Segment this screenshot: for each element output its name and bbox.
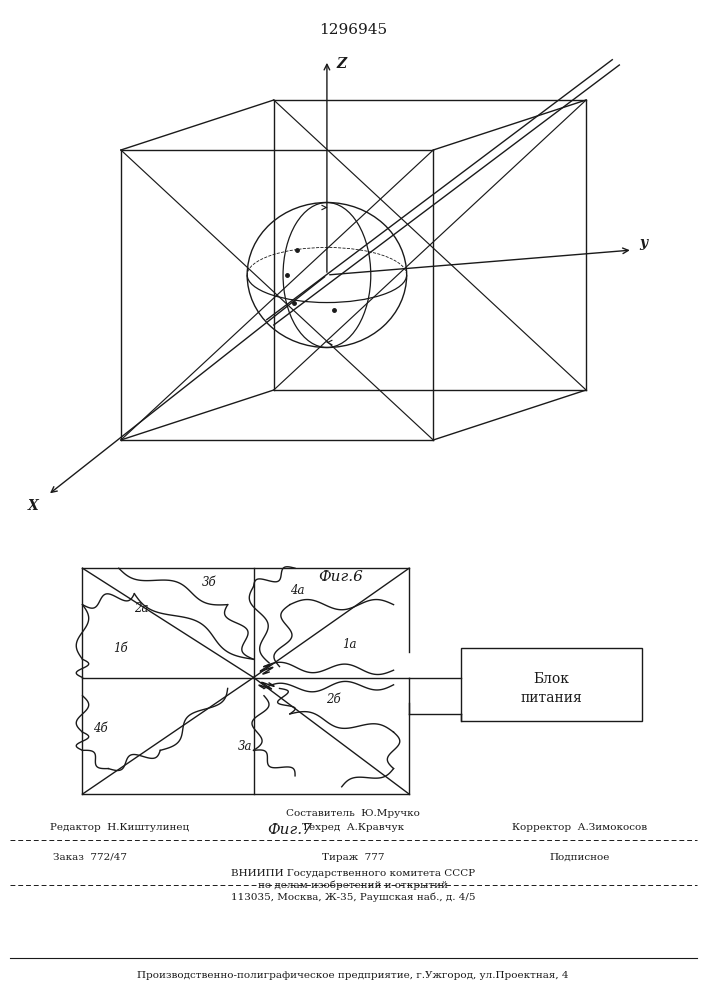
Text: 1б: 1б — [114, 642, 128, 655]
Text: 1296945: 1296945 — [320, 23, 387, 37]
Text: 2б: 2б — [326, 693, 341, 706]
Bar — [461, 648, 643, 721]
Text: Техред  А.Кравчук: Техред А.Кравчук — [302, 824, 404, 832]
Text: Блок: Блок — [534, 672, 570, 686]
Text: 113035, Москва, Ж-35, Раушская наб., д. 4/5: 113035, Москва, Ж-35, Раушская наб., д. … — [230, 892, 475, 902]
Text: 2a: 2a — [134, 602, 149, 615]
Text: по делам изобретений и открытий: по делам изобретений и открытий — [258, 880, 448, 890]
Text: Фиг.7: Фиг.7 — [267, 823, 312, 837]
Text: 4а: 4а — [290, 584, 305, 597]
Text: ВНИИПИ Государственного комитета СССР: ВНИИПИ Государственного комитета СССР — [231, 868, 475, 878]
Text: Подписное: Подписное — [550, 852, 610, 861]
Text: Фиг.6: Фиг.6 — [317, 570, 363, 584]
Text: X: X — [28, 499, 39, 513]
Text: 3а: 3а — [238, 740, 252, 753]
Text: y: y — [639, 236, 648, 250]
Text: Корректор  А.Зимокосов: Корректор А.Зимокосов — [513, 824, 648, 832]
Text: питания: питания — [521, 691, 583, 705]
Text: 3б: 3б — [201, 576, 216, 589]
Text: Редактор  Н.Киштулинец: Редактор Н.Киштулинец — [50, 824, 189, 832]
Text: Z: Z — [337, 56, 347, 70]
Text: 4б: 4б — [93, 722, 107, 735]
Text: 1а: 1а — [341, 638, 356, 651]
Text: Производственно-полиграфическое предприятие, г.Ужгород, ул.Проектная, 4: Производственно-полиграфическое предприя… — [137, 970, 568, 980]
Text: Заказ  772/47: Заказ 772/47 — [53, 852, 127, 861]
Text: Тираж  777: Тираж 777 — [322, 852, 384, 861]
Text: Составитель  Ю.Мручко: Составитель Ю.Мручко — [286, 810, 420, 818]
